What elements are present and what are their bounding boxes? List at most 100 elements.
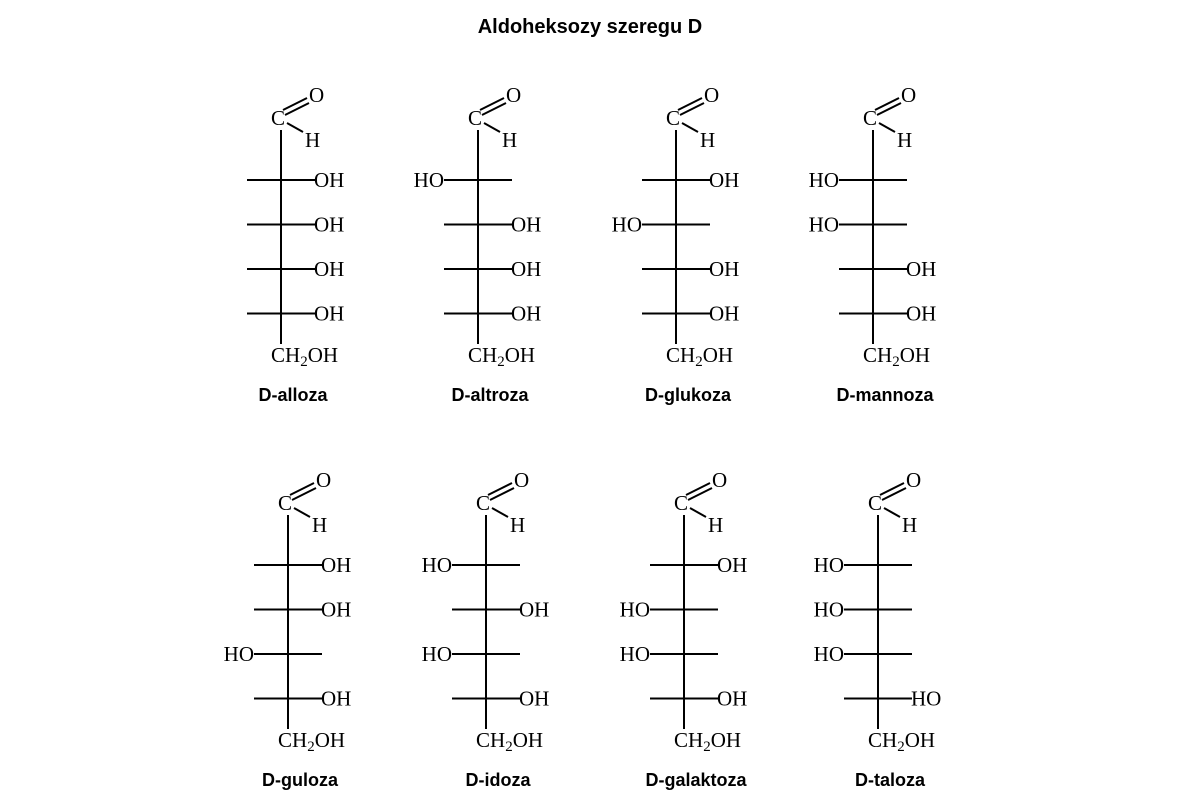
ch2oh-group: CH2OH (863, 343, 930, 370)
ch2oh-group: CH2OH (271, 343, 338, 370)
hydrogen-atom: H (700, 128, 715, 152)
ch2oh-group: CH2OH (278, 728, 345, 755)
double-bond (487, 482, 513, 496)
single-bond (883, 507, 901, 518)
hydroxyl-right: OH (511, 257, 541, 281)
double-bond (284, 102, 310, 116)
hydroxyl-right: OH (314, 213, 344, 237)
hydroxyl-right: OH (717, 553, 747, 577)
ch2oh-group: CH2OH (868, 728, 935, 755)
ch2oh-group: CH2OH (468, 343, 535, 370)
oxygen-atom: O (906, 468, 921, 492)
hydroxyl-right: HO (911, 687, 941, 711)
hydroxyl-left: HO (422, 553, 452, 577)
double-bond (479, 97, 505, 111)
hydroxyl-right: OH (321, 687, 351, 711)
hydroxyl-right: OH (906, 257, 936, 281)
molecule-name: D-altroza (451, 385, 529, 405)
carbon-atom: C (674, 491, 688, 515)
oxygen-atom: O (704, 83, 719, 107)
double-bond (289, 482, 315, 496)
hydroxyl-right: OH (321, 598, 351, 622)
hydrogen-atom: H (502, 128, 517, 152)
double-bond (685, 482, 711, 496)
hydroxyl-left: HO (620, 598, 650, 622)
oxygen-atom: O (901, 83, 916, 107)
hydroxyl-left: HO (422, 642, 452, 666)
double-bond (874, 97, 900, 111)
single-bond (878, 122, 896, 133)
double-bond (282, 97, 308, 111)
hydrogen-atom: H (510, 513, 525, 537)
carbon-atom: C (468, 106, 482, 130)
double-bond (879, 482, 905, 496)
molecule-name: D-alloza (258, 385, 328, 405)
hydroxyl-left: HO (620, 642, 650, 666)
oxygen-atom: O (514, 468, 529, 492)
single-bond (491, 507, 509, 518)
diagram-title: Aldoheksozy szeregu D (477, 16, 703, 38)
hydroxyl-left: HO (809, 213, 839, 237)
hydroxyl-right: OH (519, 598, 549, 622)
hydroxyl-right: OH (321, 553, 351, 577)
carbon-atom: C (278, 491, 292, 515)
hydroxyl-right: OH (519, 687, 549, 711)
hydroxyl-left: HO (224, 642, 254, 666)
molecule-name: D-glukoza (645, 385, 732, 405)
hydroxyl-right: OH (709, 302, 739, 326)
hydrogen-atom: H (312, 513, 327, 537)
molecule-name: D-idoza (466, 770, 532, 790)
double-bond (687, 487, 713, 501)
molecule-name: D-mannoza (836, 385, 934, 405)
hydroxyl-right: OH (717, 687, 747, 711)
hydroxyl-left: HO (814, 553, 844, 577)
molecule-d-taloza: COH HO HO HO HO CH2OH D-taloza (814, 468, 942, 790)
hydroxyl-right: OH (314, 257, 344, 281)
carbon-atom: C (271, 106, 285, 130)
single-bond (681, 122, 699, 133)
carbon-atom: C (868, 491, 882, 515)
hydrogen-atom: H (902, 513, 917, 537)
double-bond (481, 102, 507, 116)
single-bond (293, 507, 311, 518)
double-bond (291, 487, 317, 501)
double-bond (881, 487, 907, 501)
hydroxyl-left: HO (414, 168, 444, 192)
carbon-atom: C (863, 106, 877, 130)
ch2oh-group: CH2OH (476, 728, 543, 755)
hydroxyl-right: OH (709, 168, 739, 192)
hydroxyl-right: OH (511, 213, 541, 237)
double-bond (876, 102, 902, 116)
molecule-name: D-guloza (262, 770, 339, 790)
single-bond (286, 122, 304, 133)
ch2oh-group: CH2OH (674, 728, 741, 755)
carbon-atom: C (476, 491, 490, 515)
molecule-name: D-taloza (855, 770, 926, 790)
hydroxyl-right: OH (511, 302, 541, 326)
double-bond (677, 97, 703, 111)
ch2oh-group: CH2OH (666, 343, 733, 370)
hydroxyl-left: HO (814, 642, 844, 666)
hydroxyl-right: OH (314, 302, 344, 326)
hydroxyl-right: OH (906, 302, 936, 326)
single-bond (483, 122, 501, 133)
hydrogen-atom: H (897, 128, 912, 152)
hydroxyl-right: OH (314, 168, 344, 192)
hydrogen-atom: H (708, 513, 723, 537)
hydroxyl-left: HO (814, 598, 844, 622)
hydroxyl-left: HO (612, 213, 642, 237)
hydroxyl-right: OH (709, 257, 739, 281)
oxygen-atom: O (316, 468, 331, 492)
hydroxyl-left: HO (809, 168, 839, 192)
carbon-atom: C (666, 106, 680, 130)
oxygen-atom: O (309, 83, 324, 107)
single-bond (689, 507, 707, 518)
oxygen-atom: O (506, 83, 521, 107)
hydrogen-atom: H (305, 128, 320, 152)
